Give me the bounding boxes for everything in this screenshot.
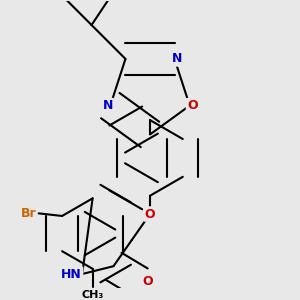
Text: N: N [172,52,182,65]
Text: O: O [187,99,198,112]
Text: CH₃: CH₃ [82,290,104,300]
Text: HN: HN [61,268,82,281]
Text: N: N [103,99,113,112]
Text: O: O [145,208,155,220]
Text: O: O [142,275,153,288]
Text: Br: Br [20,207,36,220]
